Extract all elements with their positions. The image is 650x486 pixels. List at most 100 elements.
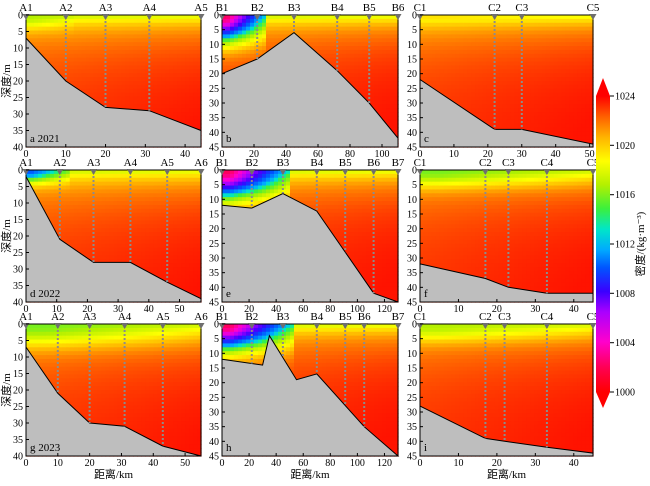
station-marker — [145, 14, 153, 20]
density-cell — [569, 81, 574, 86]
density-cell — [471, 26, 476, 32]
density-cell — [506, 108, 512, 113]
density-cell — [302, 22, 307, 28]
density-cell — [93, 69, 99, 74]
density-cell — [366, 38, 371, 43]
density-cell — [463, 18, 468, 24]
density-cell — [553, 42, 559, 47]
density-cell — [482, 77, 488, 82]
density-cell — [510, 81, 515, 86]
density-cell — [431, 38, 437, 43]
station-marker — [518, 14, 526, 20]
density-cell — [85, 34, 91, 39]
density-cell — [482, 119, 488, 125]
density-cell — [69, 61, 75, 67]
density-cell — [322, 18, 327, 24]
density-cell — [431, 15, 437, 20]
density-cell — [537, 77, 543, 82]
density-cell — [61, 53, 67, 59]
density-cell — [49, 34, 55, 39]
density-cell — [81, 46, 87, 51]
density-cell — [197, 38, 202, 43]
density-cell — [553, 69, 559, 74]
density-cell — [494, 73, 500, 78]
density-cell — [93, 22, 99, 28]
density-cell — [89, 18, 95, 24]
density-cell — [57, 220, 63, 225]
density-cell — [455, 77, 460, 82]
density-cell — [57, 232, 63, 237]
density-cell — [390, 104, 395, 109]
density-cell — [222, 34, 227, 39]
density-cell — [557, 84, 563, 90]
density-cell — [246, 30, 251, 36]
density-cell — [169, 69, 174, 74]
density-cell — [549, 49, 555, 55]
density-cell — [133, 104, 138, 109]
density-cell — [286, 15, 291, 20]
density-cell — [435, 57, 441, 63]
density-cell — [557, 53, 563, 59]
density-cell — [238, 61, 243, 67]
density-cell — [129, 88, 134, 94]
density-cell — [117, 69, 123, 74]
density-cell — [53, 216, 59, 222]
density-cell — [161, 69, 166, 74]
density-cell — [439, 38, 445, 43]
density-cell — [557, 26, 563, 32]
density-cell — [222, 18, 227, 24]
density-cell — [386, 42, 391, 47]
density-cell — [141, 15, 146, 20]
density-cell — [77, 22, 83, 28]
density-cell — [137, 38, 142, 43]
density-cell — [49, 57, 55, 63]
density-cell — [45, 30, 51, 36]
station-label: B3 — [288, 2, 301, 14]
density-cell — [121, 15, 127, 20]
density-cell — [549, 92, 555, 98]
density-cell — [431, 18, 437, 24]
density-cell — [53, 65, 59, 70]
density-cell — [514, 34, 519, 39]
density-cell — [366, 77, 371, 82]
density-cell — [427, 30, 433, 36]
density-cell — [362, 73, 367, 78]
density-cell — [443, 22, 449, 28]
density-cell — [310, 34, 315, 39]
density-cell — [129, 57, 134, 63]
density-cell — [451, 81, 456, 86]
density-cell — [549, 131, 555, 136]
density-cell — [514, 53, 519, 59]
density-cell — [330, 34, 335, 39]
y-tick-label: 15 — [209, 55, 219, 66]
density-cell — [37, 18, 43, 24]
density-cell — [447, 65, 453, 70]
density-cell — [526, 96, 531, 102]
density-cell — [49, 18, 55, 24]
density-cell — [354, 57, 359, 63]
station-label: A4 — [143, 2, 157, 14]
density-cell — [585, 100, 590, 105]
density-cell — [506, 46, 512, 51]
density-cell — [125, 34, 131, 39]
station-label: B1 — [216, 2, 229, 14]
density-cell — [33, 173, 39, 179]
density-cell — [133, 42, 138, 47]
density-cell — [77, 84, 83, 90]
density-cell — [314, 26, 319, 32]
density-cell — [553, 34, 559, 39]
density-cell — [549, 115, 555, 121]
density-cell — [427, 49, 433, 55]
density-cell — [394, 53, 399, 59]
density-cell — [573, 96, 578, 102]
density-cell — [121, 22, 127, 28]
density-cell — [85, 57, 91, 63]
density-cell — [514, 77, 519, 82]
x-tick-label: 20 — [483, 149, 493, 160]
density-cell — [455, 92, 460, 98]
density-cell — [105, 49, 111, 55]
density-cell — [471, 88, 476, 94]
density-cell — [61, 177, 67, 183]
density-cell — [49, 193, 55, 198]
density-cell — [382, 22, 387, 28]
